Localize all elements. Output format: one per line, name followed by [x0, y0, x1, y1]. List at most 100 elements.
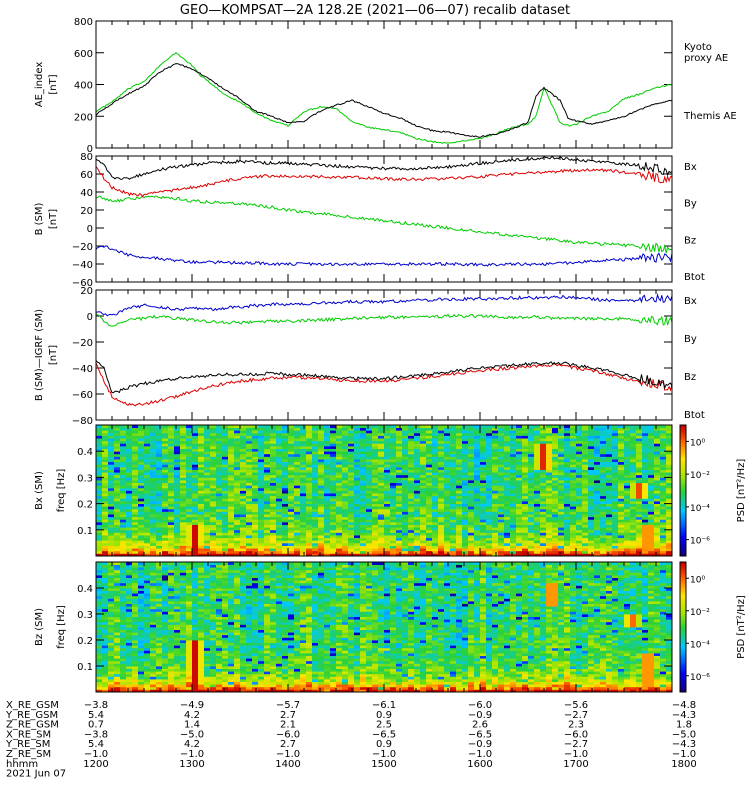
heatmap-cell: [516, 535, 523, 539]
heatmap-cell: [354, 459, 361, 463]
heatmap-cell: [486, 490, 493, 494]
heatmap-cell: [186, 537, 193, 541]
heatmap-cell: [192, 472, 199, 476]
heatmap-cell: [306, 553, 313, 557]
y-tick-label: 20: [80, 206, 93, 217]
heatmap-cell: [408, 506, 415, 510]
heatmap-cell: [348, 529, 355, 533]
heatmap-cell: [624, 508, 631, 512]
heatmap-cell: [216, 440, 223, 444]
y-axis-label-line: [nT]: [48, 209, 59, 229]
heatmap-cell: [408, 540, 415, 544]
plot-frame: [95, 20, 673, 149]
heatmap-cell: [210, 508, 217, 512]
heatmap-cell: [612, 438, 619, 442]
heatmap-cell: [492, 438, 499, 442]
heatmap-cell: [234, 503, 241, 507]
heatmap-cell: [642, 482, 649, 486]
heatmap-cell: [330, 477, 337, 481]
heatmap-cell: [396, 435, 403, 439]
heatmap-cell: [162, 459, 169, 463]
heatmap-cell: [558, 521, 565, 525]
heatmap-cell: [126, 500, 133, 504]
heatmap-cell: [534, 453, 541, 457]
heatmap-cell: [390, 432, 397, 436]
heatmap-cell: [108, 529, 115, 533]
heatmap-cell: [186, 524, 193, 528]
heatmap-cell: [180, 427, 187, 431]
heatmap-cell: [516, 503, 523, 507]
heatmap-cell: [600, 508, 607, 512]
heatmap-cell: [180, 477, 187, 481]
heatmap-cell: [156, 432, 163, 436]
heatmap-cell: [336, 445, 343, 449]
heatmap-cell: [306, 435, 313, 439]
heatmap-cell: [216, 487, 223, 491]
heatmap-cell: [186, 542, 193, 546]
heatmap-cell: [462, 451, 469, 455]
heatmap-cell: [552, 519, 559, 523]
heatmap-cell: [636, 472, 643, 476]
heatmap-cell: [186, 490, 193, 494]
heatmap-cell: [264, 472, 271, 476]
heatmap-cell: [216, 540, 223, 544]
heatmap-cell: [372, 532, 379, 536]
heatmap-cell: [570, 542, 577, 546]
heatmap-cell: [198, 440, 205, 444]
heatmap-cell: [450, 503, 457, 507]
heatmap-cell: [594, 448, 601, 452]
heatmap-cell: [156, 514, 163, 518]
heatmap-cell: [606, 519, 613, 523]
heatmap-cell: [222, 550, 229, 554]
heatmap-cell: [630, 472, 637, 476]
heatmap-cell: [210, 495, 217, 499]
heatmap-cell: [288, 529, 295, 533]
heatmap-cell: [378, 464, 385, 468]
heatmap-cell: [390, 495, 397, 499]
heatmap-cell: [414, 524, 421, 528]
heatmap-cell: [582, 443, 589, 447]
heatmap-cell: [234, 524, 241, 528]
heatmap-cell: [312, 493, 319, 497]
heatmap-cell: [162, 443, 169, 447]
heatmap-cell: [552, 466, 559, 470]
heatmap-cell: [192, 553, 199, 557]
heatmap-cell: [606, 469, 613, 473]
heatmap-cell: [348, 519, 355, 523]
heatmap-cell: [126, 461, 133, 465]
heatmap-cell: [198, 524, 205, 528]
heatmap-cell: [630, 495, 637, 499]
heatmap-cell: [486, 427, 493, 431]
heatmap-cell: [444, 542, 451, 546]
heatmap-cell: [594, 438, 601, 442]
heatmap-cell: [378, 506, 385, 510]
heatmap-cell: [264, 548, 271, 552]
heatmap-cell: [402, 448, 409, 452]
heatmap-cell: [396, 466, 403, 470]
heatmap-cell: [282, 487, 289, 491]
heatmap-cell: [444, 425, 451, 429]
heatmap-cell: [192, 477, 199, 481]
heatmap-cell: [564, 472, 571, 476]
heatmap-cell: [438, 519, 445, 523]
y-tick-label: −60: [72, 390, 93, 401]
heatmap-cell: [276, 516, 283, 520]
heatmap-cell: [642, 553, 649, 557]
heatmap-cell: [606, 427, 613, 431]
heatmap-cell: [402, 485, 409, 489]
heatmap-cell: [246, 448, 253, 452]
heatmap-cell: [330, 508, 337, 512]
heatmap-cell: [336, 524, 343, 528]
heatmap-cell: [288, 540, 295, 544]
heatmap-cell: [462, 425, 469, 429]
heatmap-cell: [372, 485, 379, 489]
heatmap-cell: [408, 464, 415, 468]
heatmap-cell: [138, 490, 145, 494]
heatmap-cell: [186, 432, 193, 436]
heatmap-cell: [162, 461, 169, 465]
heatmap-cell: [444, 521, 451, 525]
heatmap-cell: [258, 532, 265, 536]
heatmap-cell: [264, 435, 271, 439]
heatmap-cell: [570, 482, 577, 486]
heatmap-cell: [414, 430, 421, 434]
